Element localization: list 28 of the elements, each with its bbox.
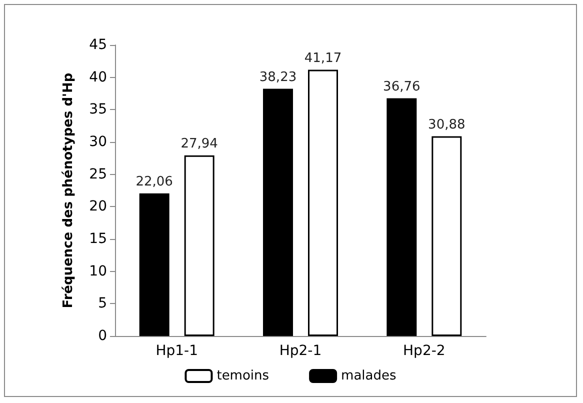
- y-axis-title: Fréquence des phénotypes d'Hp: [61, 72, 76, 308]
- data-label: 30,88: [428, 117, 466, 132]
- bar: [263, 88, 293, 336]
- y-tick-label: 15: [89, 231, 107, 247]
- bar: [139, 193, 170, 336]
- y-tick-label: 40: [89, 69, 107, 86]
- y-tick-label: 35: [89, 102, 107, 118]
- y-tick-label: 30: [89, 134, 107, 150]
- data-label: 38,23: [259, 70, 297, 85]
- bar: [308, 70, 338, 336]
- data-label: 22,06: [136, 174, 173, 190]
- y-tick-label: 10: [89, 263, 107, 280]
- y-tick-label: 25: [89, 166, 107, 182]
- data-label: 27,94: [180, 136, 218, 152]
- data-label: 41,17: [304, 50, 342, 66]
- data-label: 36,76: [383, 79, 420, 94]
- y-tick-label: 45: [89, 37, 107, 53]
- y-tick-label: 5: [98, 296, 107, 312]
- bar: [432, 136, 462, 336]
- x-tick-label: Hp2-2: [403, 343, 446, 359]
- x-tick-label: Hp2-1: [279, 343, 322, 359]
- legend-label: malades: [341, 368, 397, 384]
- bar: [184, 155, 214, 336]
- bar: [386, 98, 417, 336]
- x-tick-label: Hp1-1: [156, 343, 198, 359]
- y-tick-label: 20: [89, 198, 107, 215]
- legend-label: temoins: [216, 368, 270, 384]
- y-tick-label: 0: [98, 328, 107, 344]
